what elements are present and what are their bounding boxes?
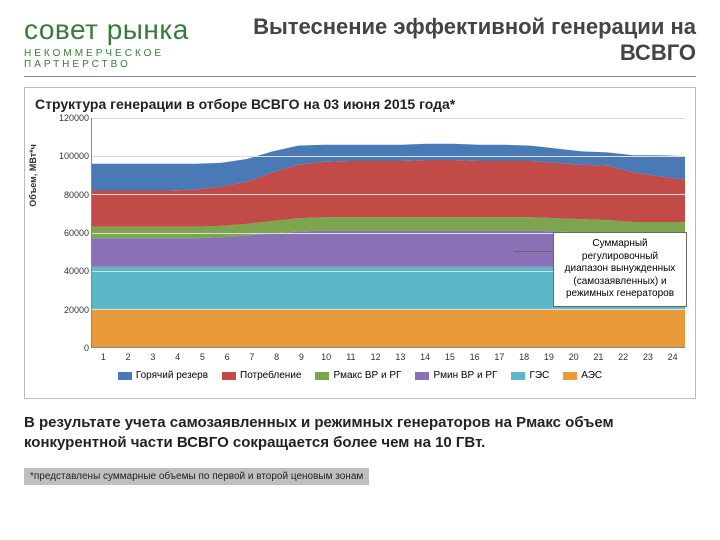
legend-item: Рмакс ВР и РГ <box>315 370 401 381</box>
xtick: 17 <box>487 352 512 362</box>
legend-item: Потребление <box>222 370 301 381</box>
chart-container: Структура генерации в отборе ВСВГО на 03… <box>24 87 696 399</box>
xtick: 1 <box>91 352 116 362</box>
xtick: 16 <box>462 352 487 362</box>
legend-label: Горячий резерв <box>136 370 208 381</box>
xtick: 12 <box>363 352 388 362</box>
xtick: 7 <box>240 352 265 362</box>
footnote: *представлены суммарные объемы по первой… <box>24 468 369 485</box>
legend-swatch <box>315 372 329 380</box>
y-axis: Объем, МВт*ч 020000400006000080000100000… <box>35 118 91 348</box>
xtick: 23 <box>636 352 661 362</box>
gridline <box>92 118 685 119</box>
ytick: 40000 <box>64 266 89 276</box>
xtick: 21 <box>586 352 611 362</box>
ytick: 100000 <box>59 151 89 161</box>
legend-item: ГЭС <box>511 370 549 381</box>
legend: Горячий резерв Потребление Рмакс ВР и РГ Рм… <box>35 370 685 381</box>
x-axis: 123456789101112131415161718192021222324 <box>91 352 685 362</box>
area-series <box>92 309 685 347</box>
legend-label: Потребление <box>240 370 301 381</box>
page-title: Вытеснение эффективной генерации на ВСВГ… <box>242 14 696 67</box>
legend-swatch <box>511 372 525 380</box>
xtick: 2 <box>116 352 141 362</box>
legend-label: ГЭС <box>529 370 549 381</box>
legend-label: АЭС <box>581 370 602 381</box>
logo-block: совет рынка НЕКОММЕРЧЕСКОЕ ПАРТНЕРСТВО <box>24 14 242 70</box>
xtick: 13 <box>388 352 413 362</box>
xtick: 10 <box>314 352 339 362</box>
xtick: 4 <box>165 352 190 362</box>
xtick: 20 <box>561 352 586 362</box>
legend-label: Рмакс ВР и РГ <box>333 370 401 381</box>
xtick: 11 <box>339 352 364 362</box>
xtick: 9 <box>289 352 314 362</box>
xtick: 22 <box>611 352 636 362</box>
legend-swatch <box>415 372 429 380</box>
gridline <box>92 156 685 157</box>
xtick: 24 <box>660 352 685 362</box>
legend-swatch <box>118 372 132 380</box>
callout-box: Суммарный регулировочный диапазон вынужд… <box>553 232 687 307</box>
xtick: 18 <box>512 352 537 362</box>
ytick: 120000 <box>59 113 89 123</box>
legend-label: Рмин ВР и РГ <box>433 370 497 381</box>
legend-item: Горячий резерв <box>118 370 208 381</box>
ytick: 20000 <box>64 305 89 315</box>
legend-swatch <box>563 372 577 380</box>
ytick: 80000 <box>64 190 89 200</box>
xtick: 15 <box>438 352 463 362</box>
chart-title: Структура генерации в отборе ВСВГО на 03… <box>35 96 685 112</box>
ytick: 0 <box>84 343 89 353</box>
gridline <box>92 309 685 310</box>
divider <box>24 76 696 77</box>
legend-item: АЭС <box>563 370 602 381</box>
xtick: 6 <box>215 352 240 362</box>
xtick: 8 <box>264 352 289 362</box>
logo-sub: НЕКОММЕРЧЕСКОЕ ПАРТНЕРСТВО <box>24 48 242 70</box>
legend-swatch <box>222 372 236 380</box>
xtick: 14 <box>413 352 438 362</box>
y-axis-label: Объем, МВт*ч <box>28 144 38 207</box>
ytick: 60000 <box>64 228 89 238</box>
logo-main: совет рынка <box>24 14 242 46</box>
xtick: 19 <box>537 352 562 362</box>
xtick: 3 <box>141 352 166 362</box>
gridline <box>92 194 685 195</box>
legend-item: Рмин ВР и РГ <box>415 370 497 381</box>
conclusion-text: В результате учета самозаявленных и режи… <box>24 413 696 452</box>
xtick: 5 <box>190 352 215 362</box>
